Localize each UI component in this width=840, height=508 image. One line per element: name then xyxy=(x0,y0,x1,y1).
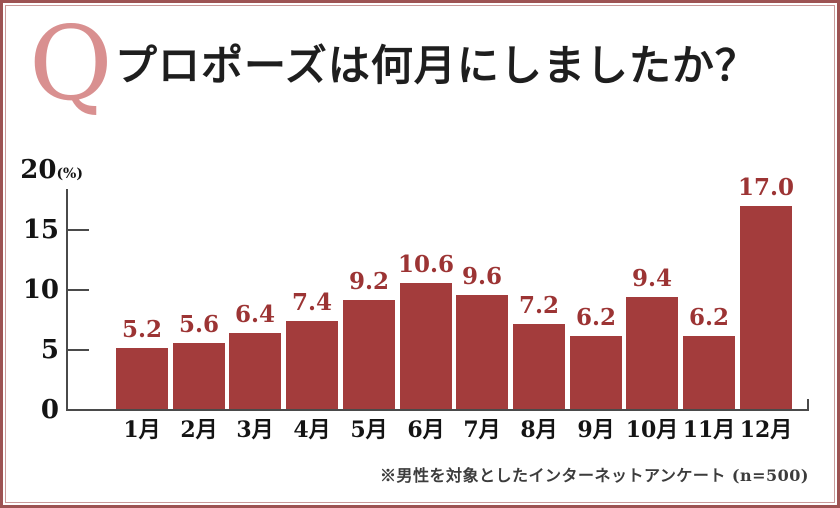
value-label-month-1: 5.2 xyxy=(121,315,162,343)
value-label-month-7: 9.6 xyxy=(461,262,502,290)
value-label-month-12: 17.0 xyxy=(737,174,795,201)
x-tick-label-month-3: 3月 xyxy=(236,417,274,443)
y-tick-label-0: 0 xyxy=(40,395,59,425)
bar-month-2 xyxy=(173,342,225,410)
y-axis-unit-label: (%) xyxy=(56,166,83,182)
value-label-month-8: 7.2 xyxy=(518,291,559,319)
x-tick-label-month-5: 5月 xyxy=(350,417,388,443)
y-tick-mark-10 xyxy=(66,289,89,291)
y-tick-label-10: 10 xyxy=(22,275,59,305)
footer-note: ※男性を対象としたインターネットアンケート (n=500) xyxy=(379,466,809,485)
x-tick-label-month-12: 12月 xyxy=(739,417,793,443)
x-tick-label-month-8: 8月 xyxy=(520,417,558,443)
bar-month-8 xyxy=(513,323,565,410)
y-tick-label-20: 20(%) xyxy=(20,155,83,185)
value-label-month-4: 7.4 xyxy=(291,289,332,317)
x-tick-label-month-6: 6月 xyxy=(407,417,445,443)
bar-chart: 0 5 10 15 20(%) 5.2 1月 5.6 2月 6.4 3月 7.4 4月 9.2 5月 10.6… xyxy=(3,3,837,505)
x-tick-label-month-7: 7月 xyxy=(463,417,501,443)
x-tick-label-month-4: 4月 xyxy=(293,417,331,443)
x-tick-label-month-2: 2月 xyxy=(180,417,218,443)
value-label-month-10: 9.4 xyxy=(631,265,672,293)
value-label-month-11: 6.2 xyxy=(688,303,729,331)
bar-month-11 xyxy=(683,335,735,410)
value-label-month-5: 9.2 xyxy=(348,267,389,295)
y-tick-mark-15 xyxy=(66,229,89,231)
bar-month-12 xyxy=(740,206,792,410)
x-tick-label-month-11: 11月 xyxy=(682,417,736,443)
bar-month-5 xyxy=(343,299,395,410)
x-axis-end-tick xyxy=(807,399,809,409)
bar-month-9 xyxy=(570,335,622,410)
y-tick-label-15: 15 xyxy=(22,215,59,245)
x-tick-label-month-10: 10月 xyxy=(625,417,679,443)
bar-month-7 xyxy=(456,294,508,410)
bar-month-1 xyxy=(116,347,168,410)
value-label-month-9: 6.2 xyxy=(575,303,616,331)
y-tick-mark-5 xyxy=(66,349,89,351)
value-label-month-3: 6.4 xyxy=(234,301,275,329)
bar-month-3 xyxy=(229,333,281,410)
value-label-month-6: 10.6 xyxy=(397,250,455,278)
bar-month-10 xyxy=(626,297,678,410)
y-axis xyxy=(66,189,68,411)
x-axis xyxy=(66,409,809,411)
x-tick-label-month-9: 9月 xyxy=(577,417,615,443)
bar-month-4 xyxy=(286,321,338,410)
y-tick-label-5: 5 xyxy=(40,335,59,365)
question-q-mark: Q xyxy=(29,5,113,124)
x-tick-label-month-1: 1月 xyxy=(123,417,161,443)
bar-month-6 xyxy=(400,282,452,410)
page-title: プロポーズは何月にしましたか？ xyxy=(115,41,758,90)
value-label-month-2: 5.6 xyxy=(178,310,219,338)
